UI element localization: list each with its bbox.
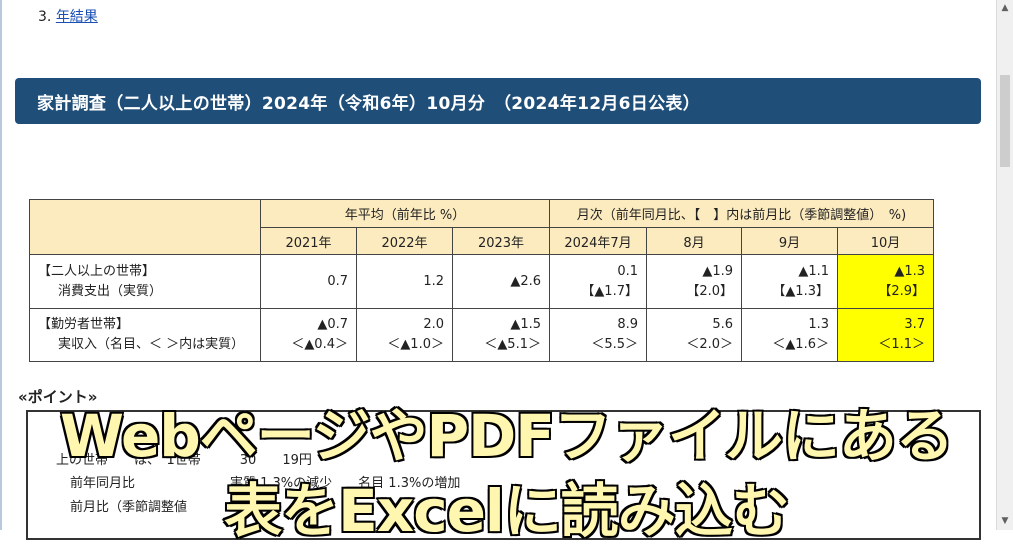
points-line-1: 上の世帯 は、 1世帯 30 19円 <box>56 453 312 468</box>
cell-2022: 2.0 ＜▲1.0＞ <box>356 308 453 362</box>
header-monthly: 月次（前年同月比、【 】内は前月比（季節調整値） %) <box>549 199 934 228</box>
overlay-caption-line-1: WebページやPDFファイルにある <box>59 402 956 471</box>
table-corner <box>29 199 261 255</box>
cell-sep: 1.3 ＜▲1.6＞ <box>741 308 838 362</box>
cell-2023: ▲1.5 ＜▲5.1＞ <box>452 308 550 362</box>
col-header-2024-07: 2024年7月 <box>549 227 647 255</box>
survey-title-banner: 家計調査（二人以上の世帯）2024年（令和6年）10月分 （2024年12月6日… <box>15 78 981 124</box>
col-header-2021: 2021年 <box>260 227 357 255</box>
scroll-down-icon[interactable]: ▼ <box>1001 516 1009 526</box>
col-header-aug: 8月 <box>646 227 742 255</box>
page-left-border <box>0 0 2 530</box>
year-results-link[interactable]: 年結果 <box>55 9 98 25</box>
cell-oct: ▲1.3 【2.9】 <box>837 254 934 309</box>
col-header-oct: 10月 <box>837 227 934 255</box>
col-header-2023: 2023年 <box>452 227 550 255</box>
cell-2024-07: 8.9 ＜5.5＞ <box>549 308 647 362</box>
banner-title: 家計調査（二人以上の世帯）2024年（令和6年）10月分 （2024年12月6日… <box>37 93 700 114</box>
vertical-scrollbar[interactable]: ▲ ▼ <box>996 0 1013 530</box>
nav-number: 3. <box>38 9 52 25</box>
col-header-2022: 2022年 <box>356 227 453 255</box>
row-label-item: 消費支出（実質） <box>58 283 163 299</box>
scrollbar-thumb[interactable] <box>1000 75 1010 167</box>
header-annual: 年平均（前年比 %） <box>260 199 550 228</box>
cell-2021: 0.7 <box>260 254 357 309</box>
cell-2021: ▲0.7 ＜▲0.4＞ <box>260 308 357 362</box>
col-header-sep: 9月 <box>741 227 838 255</box>
scroll-up-icon[interactable]: ▲ <box>1001 3 1009 13</box>
overlay-caption-line-2: 表をExcelに読み込む <box>223 477 792 545</box>
cell-2023: ▲2.6 <box>452 254 550 309</box>
row-label-group: 【勤労者世帯】 <box>38 317 130 332</box>
row-label-group: 【二人以上の世帯】 <box>38 263 156 279</box>
points-line-3: 前月比（季節調整値 <box>70 500 188 515</box>
points-heading: «ポイント» <box>18 388 98 406</box>
cell-aug: 5.6 ＜2.0＞ <box>646 308 742 362</box>
row-label-item: 実収入（名目、＜ ＞内は実質） <box>58 337 245 352</box>
cell-aug: ▲1.9 【2.0】 <box>646 254 742 309</box>
points-line-2-values: 実質 1.3%の減少 名目 1.3%の増加 <box>230 476 461 491</box>
web-page: 3. 年結果 家計調査（二人以上の世帯）2024年（令和6年）10月分 （202… <box>0 0 981 540</box>
cell-2022: 1.2 <box>356 254 453 309</box>
table-row: 【勤労者世帯】 実収入（名目、＜ ＞内は実質） ▲0.7 ＜▲0.4＞ 2.0 ＜▲… <box>29 308 934 362</box>
cell-oct: 3.7 ＜1.1＞ <box>837 308 934 362</box>
cell-2024-07: 0.1 【▲1.7】 <box>549 254 647 309</box>
table-row: 【二人以上の世帯】 消費支出（実質） 0.7 1.2 ▲2.6 0.1 【▲1.7… <box>29 254 934 309</box>
row-label: 【二人以上の世帯】 消費支出（実質） <box>29 254 261 309</box>
cell-sep: ▲1.1 【▲1.3】 <box>741 254 838 309</box>
nav-item-3: 3. 年結果 <box>38 6 98 26</box>
household-survey-table: 年平均（前年比 %） 月次（前年同月比、【 】内は前月比（季節調整値） %) 2… <box>29 199 934 362</box>
points-line-2-label: 前年同月比 <box>70 476 136 491</box>
row-label: 【勤労者世帯】 実収入（名目、＜ ＞内は実質） <box>29 308 261 362</box>
